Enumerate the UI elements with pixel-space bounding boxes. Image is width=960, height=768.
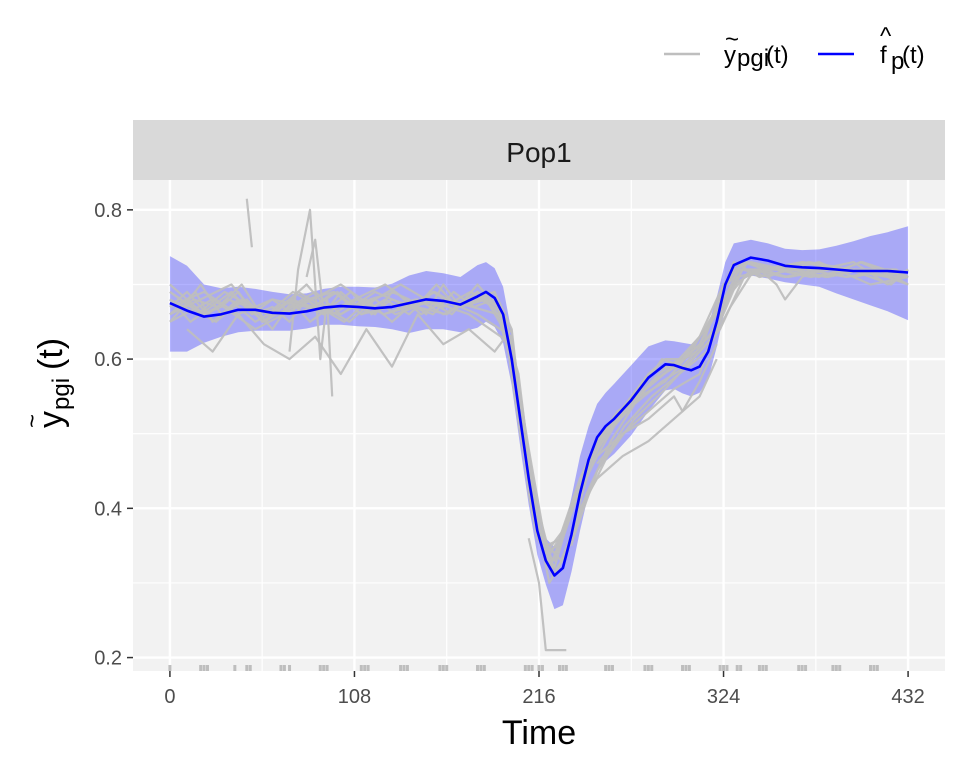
legend-observed-arg: (t): [766, 42, 789, 69]
observed-series-line: [169, 268, 909, 577]
fitted-curve-line: [169, 256, 909, 577]
observed-series-line: [186, 313, 513, 376]
fitted-curve-group: [169, 256, 909, 577]
y-tick-label: 0.2: [94, 648, 122, 670]
y-axis-title-tilde: ~: [19, 414, 46, 428]
facet-strip-label: Pop1: [506, 137, 571, 168]
facet-strip: [133, 120, 945, 180]
x-axis-title: Time: [502, 714, 576, 752]
legend-fitted-arg: (t): [902, 42, 925, 69]
observed-series-line: [245, 198, 253, 248]
observed-series-line: [527, 537, 567, 652]
x-tick-label: 216: [522, 686, 555, 708]
x-axis: 0 108 216 324 432: [164, 671, 925, 708]
rug-marks: [168, 665, 879, 671]
observed-series-line: [288, 208, 334, 397]
y-tick-label: 0.8: [94, 200, 122, 222]
y-axis-title-arg: (t): [32, 338, 70, 370]
observed-series-line: [305, 238, 325, 315]
y-tick-label: 0.6: [94, 349, 122, 371]
observed-series-line: [570, 358, 718, 546]
legend-observed-accent: ~: [725, 26, 739, 53]
x-tick-label: 108: [338, 686, 371, 708]
legend-label-observed: y ~ pgi (t): [724, 26, 789, 72]
legend-observed-sub: pgi: [737, 45, 769, 72]
legend-fitted-accent: ^: [880, 23, 892, 50]
y-axis: 0.2 0.4 0.6 0.8: [94, 200, 133, 670]
legend-label-fitted: f ^ p (t): [880, 23, 925, 75]
observed-series-line: [596, 343, 718, 465]
confidence-band: [169, 226, 909, 610]
observed-series-line: [758, 268, 820, 301]
legend: y ~ pgi (t) f ^ p (t): [664, 23, 925, 75]
legend-observed-base: y: [724, 42, 736, 69]
observed-series-line: [169, 261, 909, 547]
x-tick-label: 432: [891, 686, 924, 708]
y-axis-title-sub: pgi: [48, 378, 75, 410]
legend-fitted-sub: p: [891, 48, 904, 75]
x-tick-label: 324: [707, 686, 740, 708]
y-tick-label: 0.4: [94, 498, 122, 520]
grid-lines: [133, 180, 945, 671]
y-axis-title: y ~ pgi (t): [19, 338, 75, 428]
confidence-band-area: [169, 226, 909, 610]
y-axis-title-base: y: [32, 411, 70, 428]
x-tick-label: 0: [164, 686, 175, 708]
legend-fitted-base: f: [880, 42, 887, 69]
